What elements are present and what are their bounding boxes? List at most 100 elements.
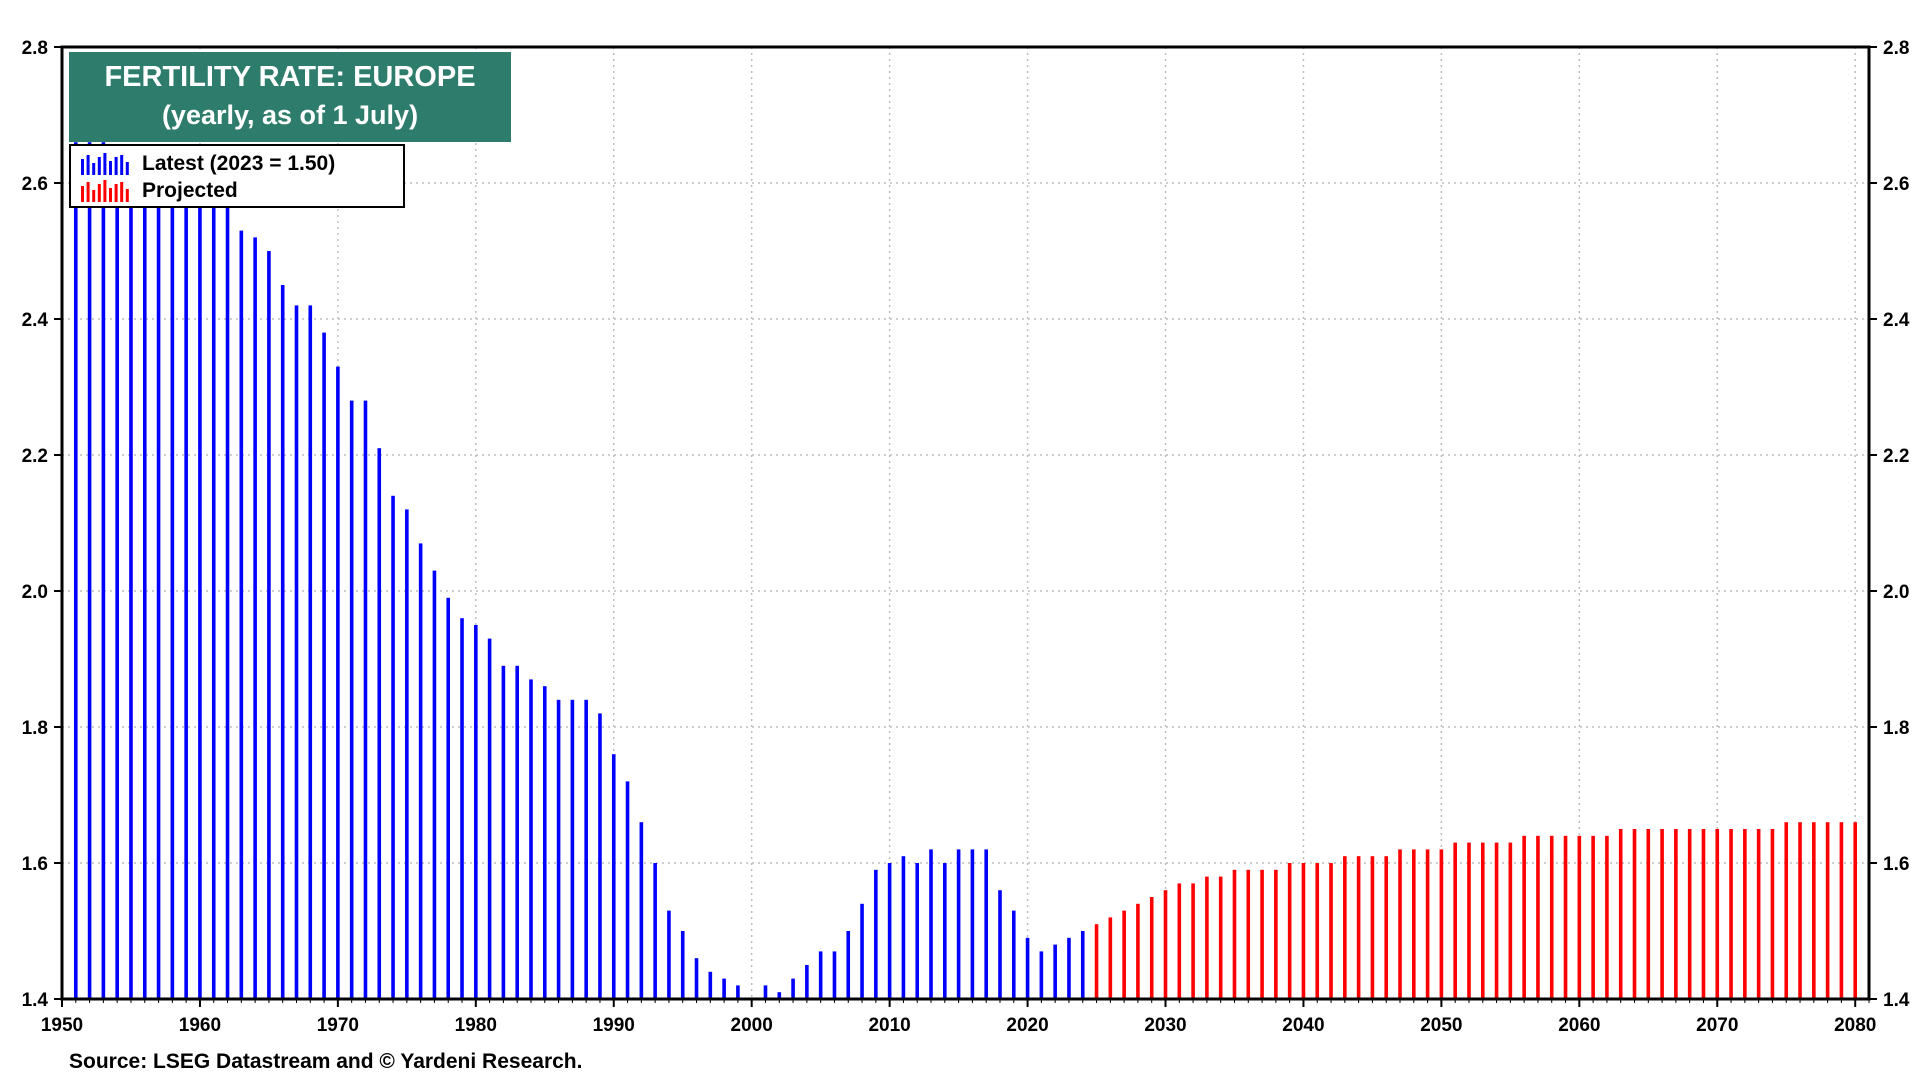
bar-projected bbox=[1094, 924, 1099, 999]
bar-projected bbox=[1260, 869, 1264, 999]
y-tick-label-right: 2.2 bbox=[1883, 446, 1909, 467]
bar-projected bbox=[1812, 822, 1816, 999]
y-tick-label-left: 1.6 bbox=[22, 854, 48, 875]
bar-projected bbox=[1177, 883, 1182, 999]
axis-ticks bbox=[54, 46, 1877, 1007]
bar-projected bbox=[1149, 897, 1154, 999]
y-tick-label-left: 2.0 bbox=[22, 582, 48, 603]
x-tick-label: 2020 bbox=[1006, 1015, 1048, 1036]
bar-latest bbox=[542, 686, 547, 999]
bar-projected bbox=[1715, 829, 1720, 999]
y-tick-label-right: 1.4 bbox=[1883, 990, 1910, 1011]
legend-swatch-bar bbox=[120, 182, 124, 202]
bar-latest bbox=[405, 509, 409, 999]
bar-latest bbox=[184, 162, 188, 1000]
bar-latest bbox=[860, 903, 864, 999]
bar-projected bbox=[1729, 829, 1733, 999]
bar-projected bbox=[1232, 869, 1237, 999]
bar-projected bbox=[1356, 856, 1361, 999]
legend-swatch-bar bbox=[125, 189, 129, 202]
y-tick-label-left: 2.4 bbox=[22, 310, 49, 331]
plot-frame bbox=[60, 45, 1871, 1001]
y-tick-label-left: 1.8 bbox=[22, 718, 48, 739]
bar-latest bbox=[970, 849, 975, 999]
bar-projected bbox=[1218, 876, 1223, 999]
bar-latest bbox=[377, 448, 382, 999]
bar-latest bbox=[818, 951, 823, 999]
legend-item-latest: Latest (2023 = 1.50) bbox=[79, 151, 335, 177]
bar-projected bbox=[1825, 822, 1830, 999]
bar-latest bbox=[225, 183, 230, 999]
legend-swatch-bar bbox=[92, 163, 96, 175]
bar-projected bbox=[1329, 863, 1333, 999]
bar-latest bbox=[87, 142, 92, 999]
bar-latest bbox=[791, 978, 795, 999]
bar-projected bbox=[1136, 903, 1140, 999]
bar-projected bbox=[1798, 822, 1802, 999]
bar-projected bbox=[1467, 842, 1471, 999]
bar-projected bbox=[1563, 835, 1568, 999]
bar-projected bbox=[1108, 917, 1113, 999]
bar-projected bbox=[1425, 849, 1430, 999]
bar-latest bbox=[501, 665, 506, 999]
legend-item-projected: Projected bbox=[79, 178, 238, 204]
bar-projected bbox=[1605, 835, 1609, 999]
bar-latest bbox=[487, 638, 492, 999]
y-tick-label-right: 2.6 bbox=[1883, 174, 1909, 195]
y-tick-label-right: 1.8 bbox=[1883, 718, 1909, 739]
legend: Latest (2023 = 1.50) Projected bbox=[69, 144, 405, 208]
y-tick-label-left: 2.2 bbox=[22, 446, 48, 467]
bar-projected bbox=[1522, 835, 1526, 999]
bar-latest bbox=[529, 679, 533, 999]
bar-latest bbox=[280, 285, 285, 999]
bar-projected bbox=[1549, 835, 1554, 999]
bar-projected bbox=[1453, 842, 1457, 999]
x-tick-label: 2050 bbox=[1420, 1015, 1462, 1036]
bar-projected bbox=[1770, 829, 1775, 999]
y-tick-label-right: 2.4 bbox=[1883, 310, 1910, 331]
bar-latest bbox=[391, 495, 395, 999]
legend-swatch-bar bbox=[125, 162, 129, 175]
legend-swatch-bar bbox=[109, 161, 112, 175]
bar-projected bbox=[1384, 856, 1389, 999]
bar-latest bbox=[956, 849, 961, 999]
bar-projected bbox=[1246, 869, 1251, 999]
bar-projected bbox=[1398, 849, 1402, 999]
bar-latest bbox=[349, 400, 354, 1000]
bar-projected bbox=[1494, 842, 1499, 999]
source-note: Source: LSEG Datastream and © Yardeni Re… bbox=[69, 1050, 583, 1073]
bar-projected bbox=[1205, 876, 1209, 999]
bar-projected bbox=[1287, 863, 1292, 999]
bar-projected bbox=[1646, 829, 1651, 999]
bar-latest bbox=[611, 754, 616, 999]
legend-swatch-bar bbox=[97, 157, 101, 175]
x-tick-label: 2030 bbox=[1144, 1015, 1186, 1036]
bar-latest bbox=[170, 162, 175, 1000]
bar-latest bbox=[198, 162, 202, 1000]
legend-label-latest: Latest (2023 = 1.50) bbox=[142, 152, 336, 175]
bar-projected bbox=[1315, 863, 1320, 999]
legend-swatch-bar bbox=[114, 157, 118, 175]
x-tick-label: 1980 bbox=[455, 1015, 497, 1036]
chart-subtitle: (yearly, as of 1 July) bbox=[161, 100, 419, 130]
bar-projected bbox=[1343, 856, 1347, 999]
legend-swatch-bar bbox=[103, 180, 107, 202]
legend-label-projected: Projected bbox=[142, 179, 238, 202]
legend-swatch-bar bbox=[114, 184, 118, 202]
bar-latest bbox=[708, 971, 713, 999]
bar-projected bbox=[1756, 829, 1761, 999]
bar-latest bbox=[653, 863, 657, 999]
bar-projected bbox=[1743, 829, 1747, 999]
x-tick-label: 2010 bbox=[868, 1015, 910, 1036]
bar-latest bbox=[253, 237, 257, 999]
bar-latest bbox=[584, 699, 588, 999]
bar-projected bbox=[1536, 835, 1540, 999]
x-tick-label: 2070 bbox=[1696, 1015, 1738, 1036]
bar-projected bbox=[1480, 842, 1485, 999]
bar-latest bbox=[294, 305, 299, 999]
legend-swatch-bar bbox=[103, 153, 107, 175]
legend-swatch-latest bbox=[81, 153, 129, 175]
bar-projected bbox=[1412, 849, 1416, 999]
bar-latest bbox=[115, 155, 119, 1000]
bar-latest bbox=[73, 142, 78, 999]
